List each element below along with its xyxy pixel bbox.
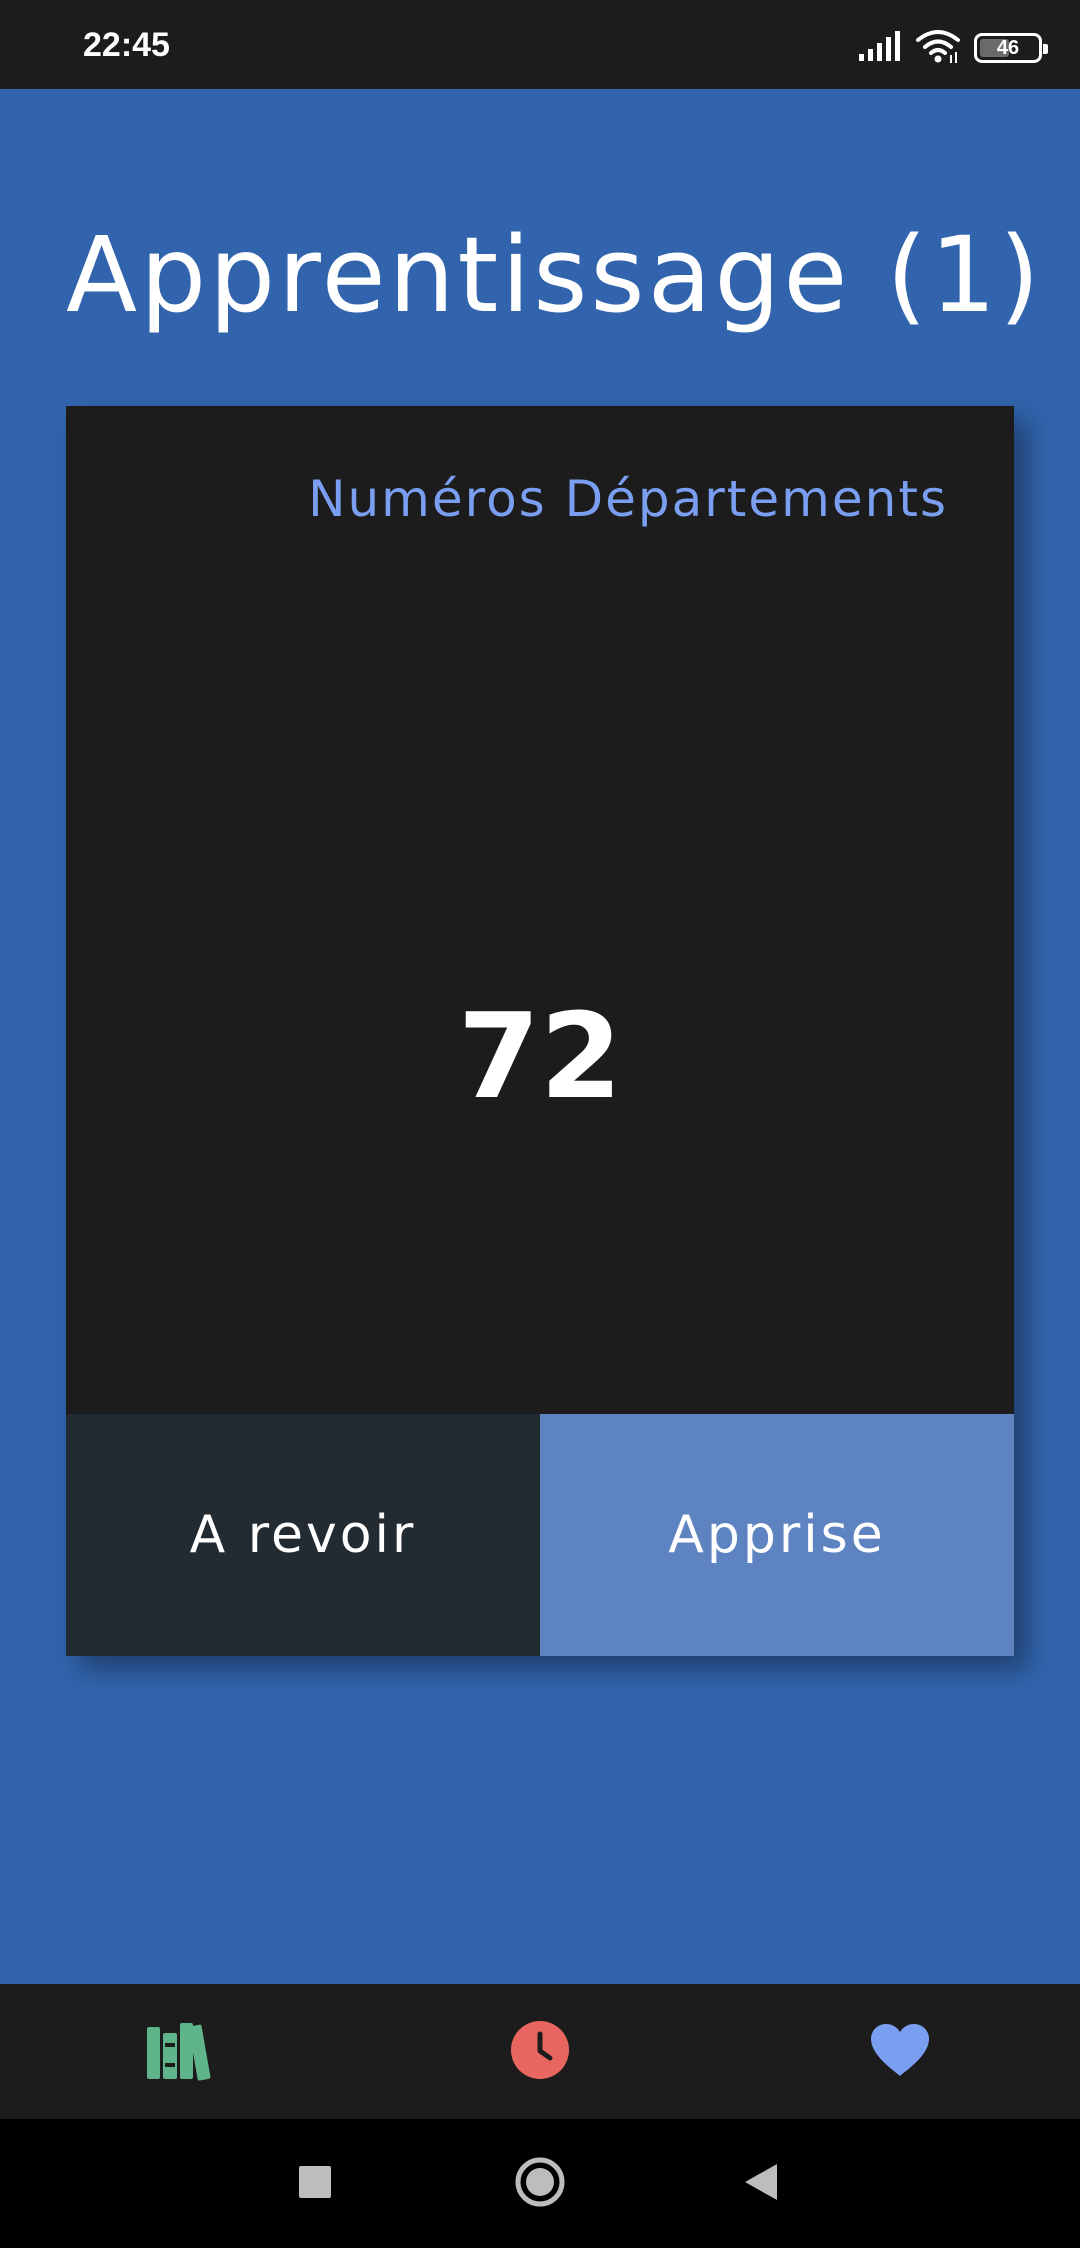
status-bar: 22:45 46 — [0, 0, 1080, 89]
battery-icon: 46 — [974, 33, 1048, 63]
card-category: Numéros Départements — [308, 470, 948, 528]
battery-level: 46 — [996, 36, 1020, 59]
back-button[interactable] — [716, 2119, 806, 2248]
battery-fill — [980, 39, 1009, 57]
library-icon — [145, 2019, 215, 2085]
recents-button[interactable] — [270, 2119, 360, 2248]
status-time: 22:45 — [83, 26, 170, 64]
recents-icon — [298, 2165, 332, 2203]
wifi-icon — [916, 28, 960, 68]
card-actions: A revoir Apprise — [66, 1414, 1014, 1656]
battery-tip — [1043, 44, 1048, 54]
back-icon — [743, 2162, 779, 2206]
heart-icon — [869, 2022, 931, 2082]
page-title: Apprentissage (1) — [66, 214, 1043, 336]
nav-item-favorites[interactable] — [830, 1984, 970, 2119]
learned-button[interactable]: Apprise — [540, 1414, 1014, 1656]
signal-icon — [858, 30, 902, 66]
bottom-nav — [0, 1984, 1080, 2119]
card-value: 72 — [457, 987, 623, 1125]
nav-item-history[interactable] — [470, 1984, 610, 2119]
home-icon — [514, 2156, 566, 2212]
clock-icon — [510, 2020, 570, 2084]
status-icons: 46 — [858, 28, 1048, 68]
nav-item-library[interactable] — [110, 1984, 250, 2119]
flashcard[interactable]: Numéros Départements 72 A revoir Apprise — [66, 406, 1014, 1656]
review-button[interactable]: A revoir — [66, 1414, 540, 1656]
home-button[interactable] — [495, 2119, 585, 2248]
system-nav — [0, 2119, 1080, 2248]
